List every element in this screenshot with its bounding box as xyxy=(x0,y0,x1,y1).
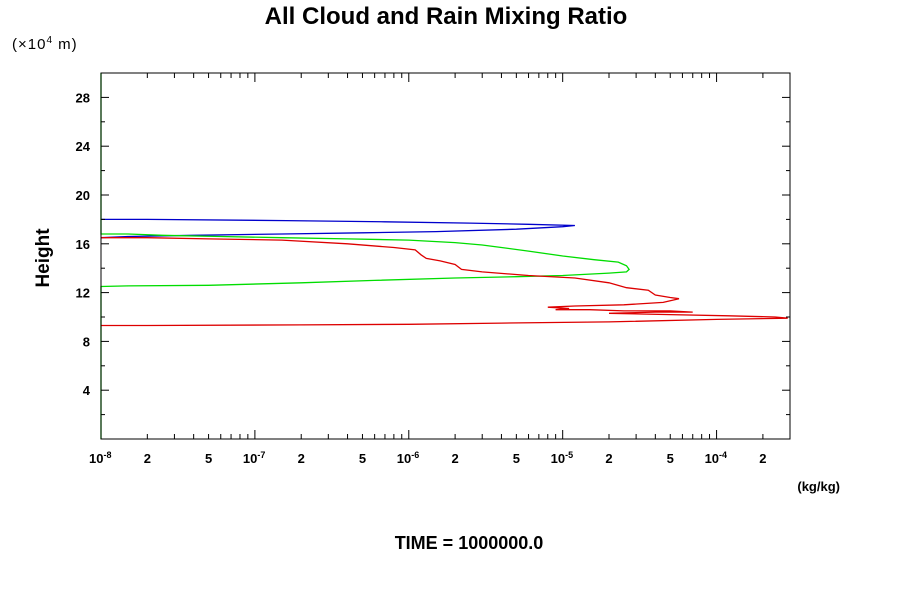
x-tick-labels: 10-8 2 5 10-7 2 5 10-6 2 5 10-5 2 5 10-4 2 xyxy=(89,450,767,466)
x-tick-label: 5 xyxy=(513,451,520,466)
x-tick-label: 10-6 xyxy=(397,450,419,466)
y-scale-prefix: (×10 xyxy=(12,36,46,53)
series-line-2 xyxy=(100,73,630,439)
y-axis-label: Height xyxy=(33,228,54,288)
chart-title: All Cloud and Rain Mixing Ratio xyxy=(265,3,628,30)
y-tick-label: 28 xyxy=(76,90,90,105)
x-tick-label: 10-8 xyxy=(89,450,111,466)
y-scale-note: (×104 m) xyxy=(12,35,78,53)
x-tick-label: 2 xyxy=(605,451,612,466)
series-line-1 xyxy=(100,218,575,239)
x-tick-label: 2 xyxy=(759,451,766,466)
y-tick-labels: 4 8 12 16 20 24 28 xyxy=(76,90,91,398)
x-tick-label: 2 xyxy=(144,451,151,466)
x-tick-label: 2 xyxy=(451,451,458,466)
y-tick-label: 8 xyxy=(83,334,90,349)
y-tick-label: 12 xyxy=(76,286,90,301)
time-label: TIME = 1000000.0 xyxy=(395,533,544,553)
x-tick-label: 5 xyxy=(359,451,366,466)
y-tick-label: 16 xyxy=(76,237,90,252)
x-tick-label: 5 xyxy=(205,451,212,466)
x-tick-label: 10-5 xyxy=(551,450,573,466)
x-tick-label: 2 xyxy=(298,451,305,466)
y-scale-exponent: 4 xyxy=(46,35,53,46)
x-tick-label: 5 xyxy=(667,451,674,466)
y-tick-label: 20 xyxy=(76,188,90,203)
y-tick-label: 24 xyxy=(76,139,91,154)
y-tick-label: 4 xyxy=(83,383,91,398)
x-tick-label: 10-4 xyxy=(705,450,727,466)
plot-frame xyxy=(100,72,791,440)
x-tick-label: 10-7 xyxy=(243,450,265,466)
series-layer xyxy=(100,73,788,439)
series-line-3 xyxy=(101,237,788,327)
tick-layer xyxy=(100,73,790,439)
x-axis-unit: (kg/kg) xyxy=(797,479,840,494)
y-scale-suffix: m) xyxy=(53,36,78,53)
